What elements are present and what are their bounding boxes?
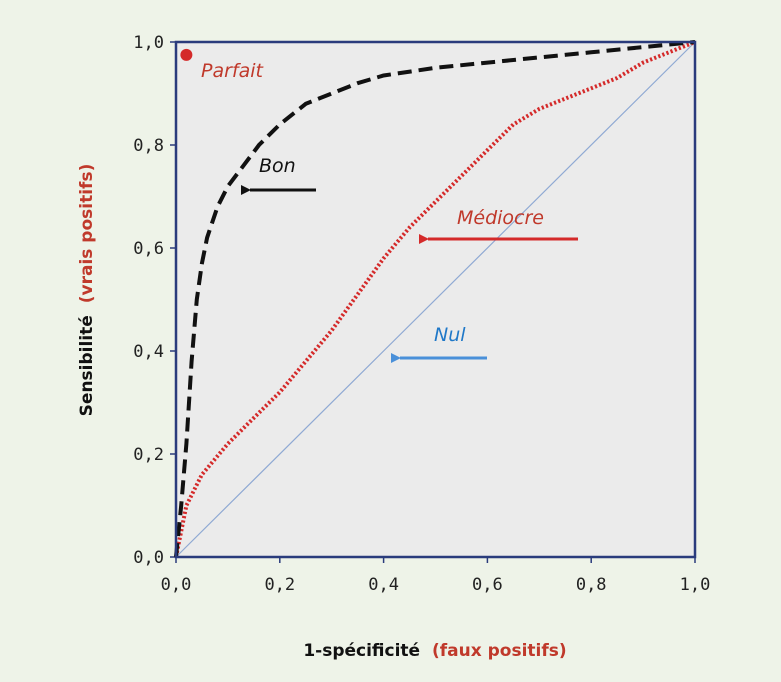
series-bon-line bbox=[174, 40, 696, 558]
y-axis-title-main: Sensibilité bbox=[77, 315, 97, 416]
y-tick-label: 0,4 bbox=[133, 342, 164, 362]
x-tick-label: 0,2 bbox=[264, 575, 295, 595]
x-tick-label: 1,0 bbox=[680, 575, 711, 595]
series-mediocre-line bbox=[174, 40, 696, 558]
y-axis-title: Sensibilité (vrais positifs) bbox=[77, 164, 97, 417]
x-tick-label: 0,8 bbox=[576, 575, 607, 595]
y-tick-label: 1,0 bbox=[133, 33, 164, 53]
y-tick-label: 0,8 bbox=[133, 136, 164, 156]
bon-label: Bon bbox=[259, 155, 296, 177]
y-tick-label: 0,6 bbox=[133, 239, 164, 259]
x-axis-title-main: 1-spécificité bbox=[303, 641, 420, 661]
parfait-point bbox=[180, 48, 193, 61]
x-tick-label: 0,6 bbox=[472, 575, 503, 595]
series-layer bbox=[174, 40, 696, 558]
x-axis-title-paren: (faux positifs) bbox=[432, 641, 567, 661]
nul-label: Nul bbox=[434, 324, 466, 346]
y-tick-label: 0,2 bbox=[133, 445, 164, 465]
x-tick-label: 0,4 bbox=[368, 575, 399, 595]
y-axis-title-paren: (vrais positifs) bbox=[77, 164, 97, 304]
y-tick-labels: 0,0 0,2 0,4 0,6 0,8 1,0 bbox=[133, 33, 164, 568]
mediocre-label: Médiocre bbox=[457, 207, 544, 229]
parfait-label: Parfait bbox=[201, 60, 265, 82]
plot-frame bbox=[174, 40, 697, 559]
x-axis-title: 1-spécificité (faux positifs) bbox=[303, 641, 566, 661]
x-tick-labels: 0,0 0,2 0,4 0,6 0,8 1,0 bbox=[161, 575, 711, 595]
y-tick-label: 0,0 bbox=[133, 548, 164, 568]
series-nul-line bbox=[175, 41, 696, 558]
x-tick-label: 0,0 bbox=[161, 575, 192, 595]
